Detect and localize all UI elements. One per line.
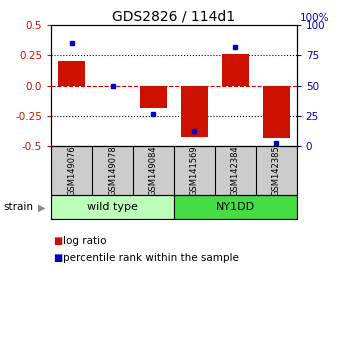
Bar <box>222 54 249 86</box>
Text: GSM142385: GSM142385 <box>272 145 281 196</box>
Text: GSM141569: GSM141569 <box>190 145 199 196</box>
Text: strain: strain <box>3 202 33 212</box>
Title: GDS2826 / 114d1: GDS2826 / 114d1 <box>112 10 236 24</box>
Bar <box>58 61 85 86</box>
Text: GSM142384: GSM142384 <box>231 145 240 196</box>
Bar <box>51 195 174 219</box>
Text: ■: ■ <box>53 236 62 246</box>
Text: NY1DD: NY1DD <box>216 202 255 212</box>
Bar <box>140 86 167 108</box>
Text: log ratio: log ratio <box>63 236 107 246</box>
Text: percentile rank within the sample: percentile rank within the sample <box>63 253 239 263</box>
Bar <box>263 86 290 138</box>
Text: GSM149078: GSM149078 <box>108 145 117 196</box>
Text: GSM149084: GSM149084 <box>149 145 158 196</box>
Text: GSM149076: GSM149076 <box>67 145 76 196</box>
Text: wild type: wild type <box>87 202 138 212</box>
Bar <box>181 86 208 137</box>
Text: 100%: 100% <box>299 13 329 23</box>
Text: ■: ■ <box>53 253 62 263</box>
Text: ▶: ▶ <box>38 202 45 212</box>
Bar <box>174 195 297 219</box>
